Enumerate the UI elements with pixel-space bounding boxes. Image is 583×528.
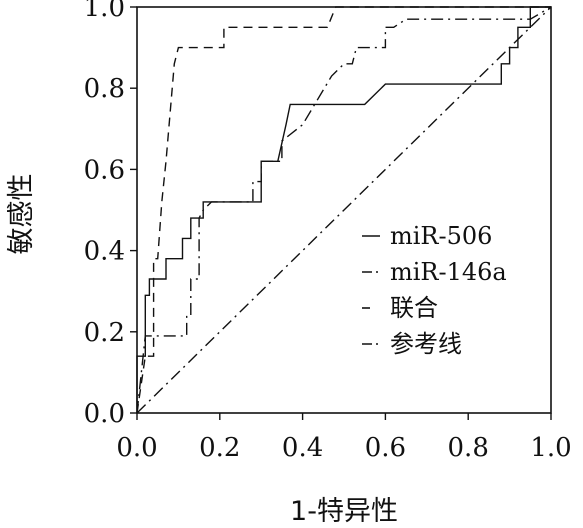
x-axis-title: 1-特异性 (290, 496, 398, 527)
x-tick-label: 0.4 (282, 433, 323, 463)
y-tick-label: 0.2 (84, 318, 125, 348)
legend-label-3: 联合 (390, 294, 438, 322)
legend-label-2: miR-146a (390, 258, 507, 286)
series-line-2 (136, 6, 552, 414)
y-tick-label: 0.4 (84, 237, 125, 267)
plot-area (136, 6, 552, 414)
y-tick-label: 1.0 (84, 0, 125, 23)
y-axis-title: 敏感性 (6, 174, 37, 255)
y-tick-label: 0.6 (84, 155, 125, 185)
x-tick-label: 1.0 (530, 433, 571, 463)
series-line-3 (136, 6, 551, 414)
legend-label-1: miR-506 (390, 222, 492, 250)
y-tick-label: 0.8 (84, 74, 125, 104)
tick-labels: 0.0 0.2 0.4 0.6 0.8 1.0 0.0 0.2 0.4 0.6 0.8 1.0 (84, 0, 572, 463)
y-tick-label: 0.0 (84, 399, 125, 429)
plot-frame (136, 6, 552, 414)
x-tick-label: 0.8 (448, 433, 489, 463)
x-tick-label: 0.0 (116, 433, 157, 463)
series-line-4 (136, 6, 552, 414)
x-tick-label: 0.6 (365, 433, 406, 463)
legend-label-4: 参考线 (390, 330, 462, 358)
x-tick-label: 0.2 (199, 433, 240, 463)
